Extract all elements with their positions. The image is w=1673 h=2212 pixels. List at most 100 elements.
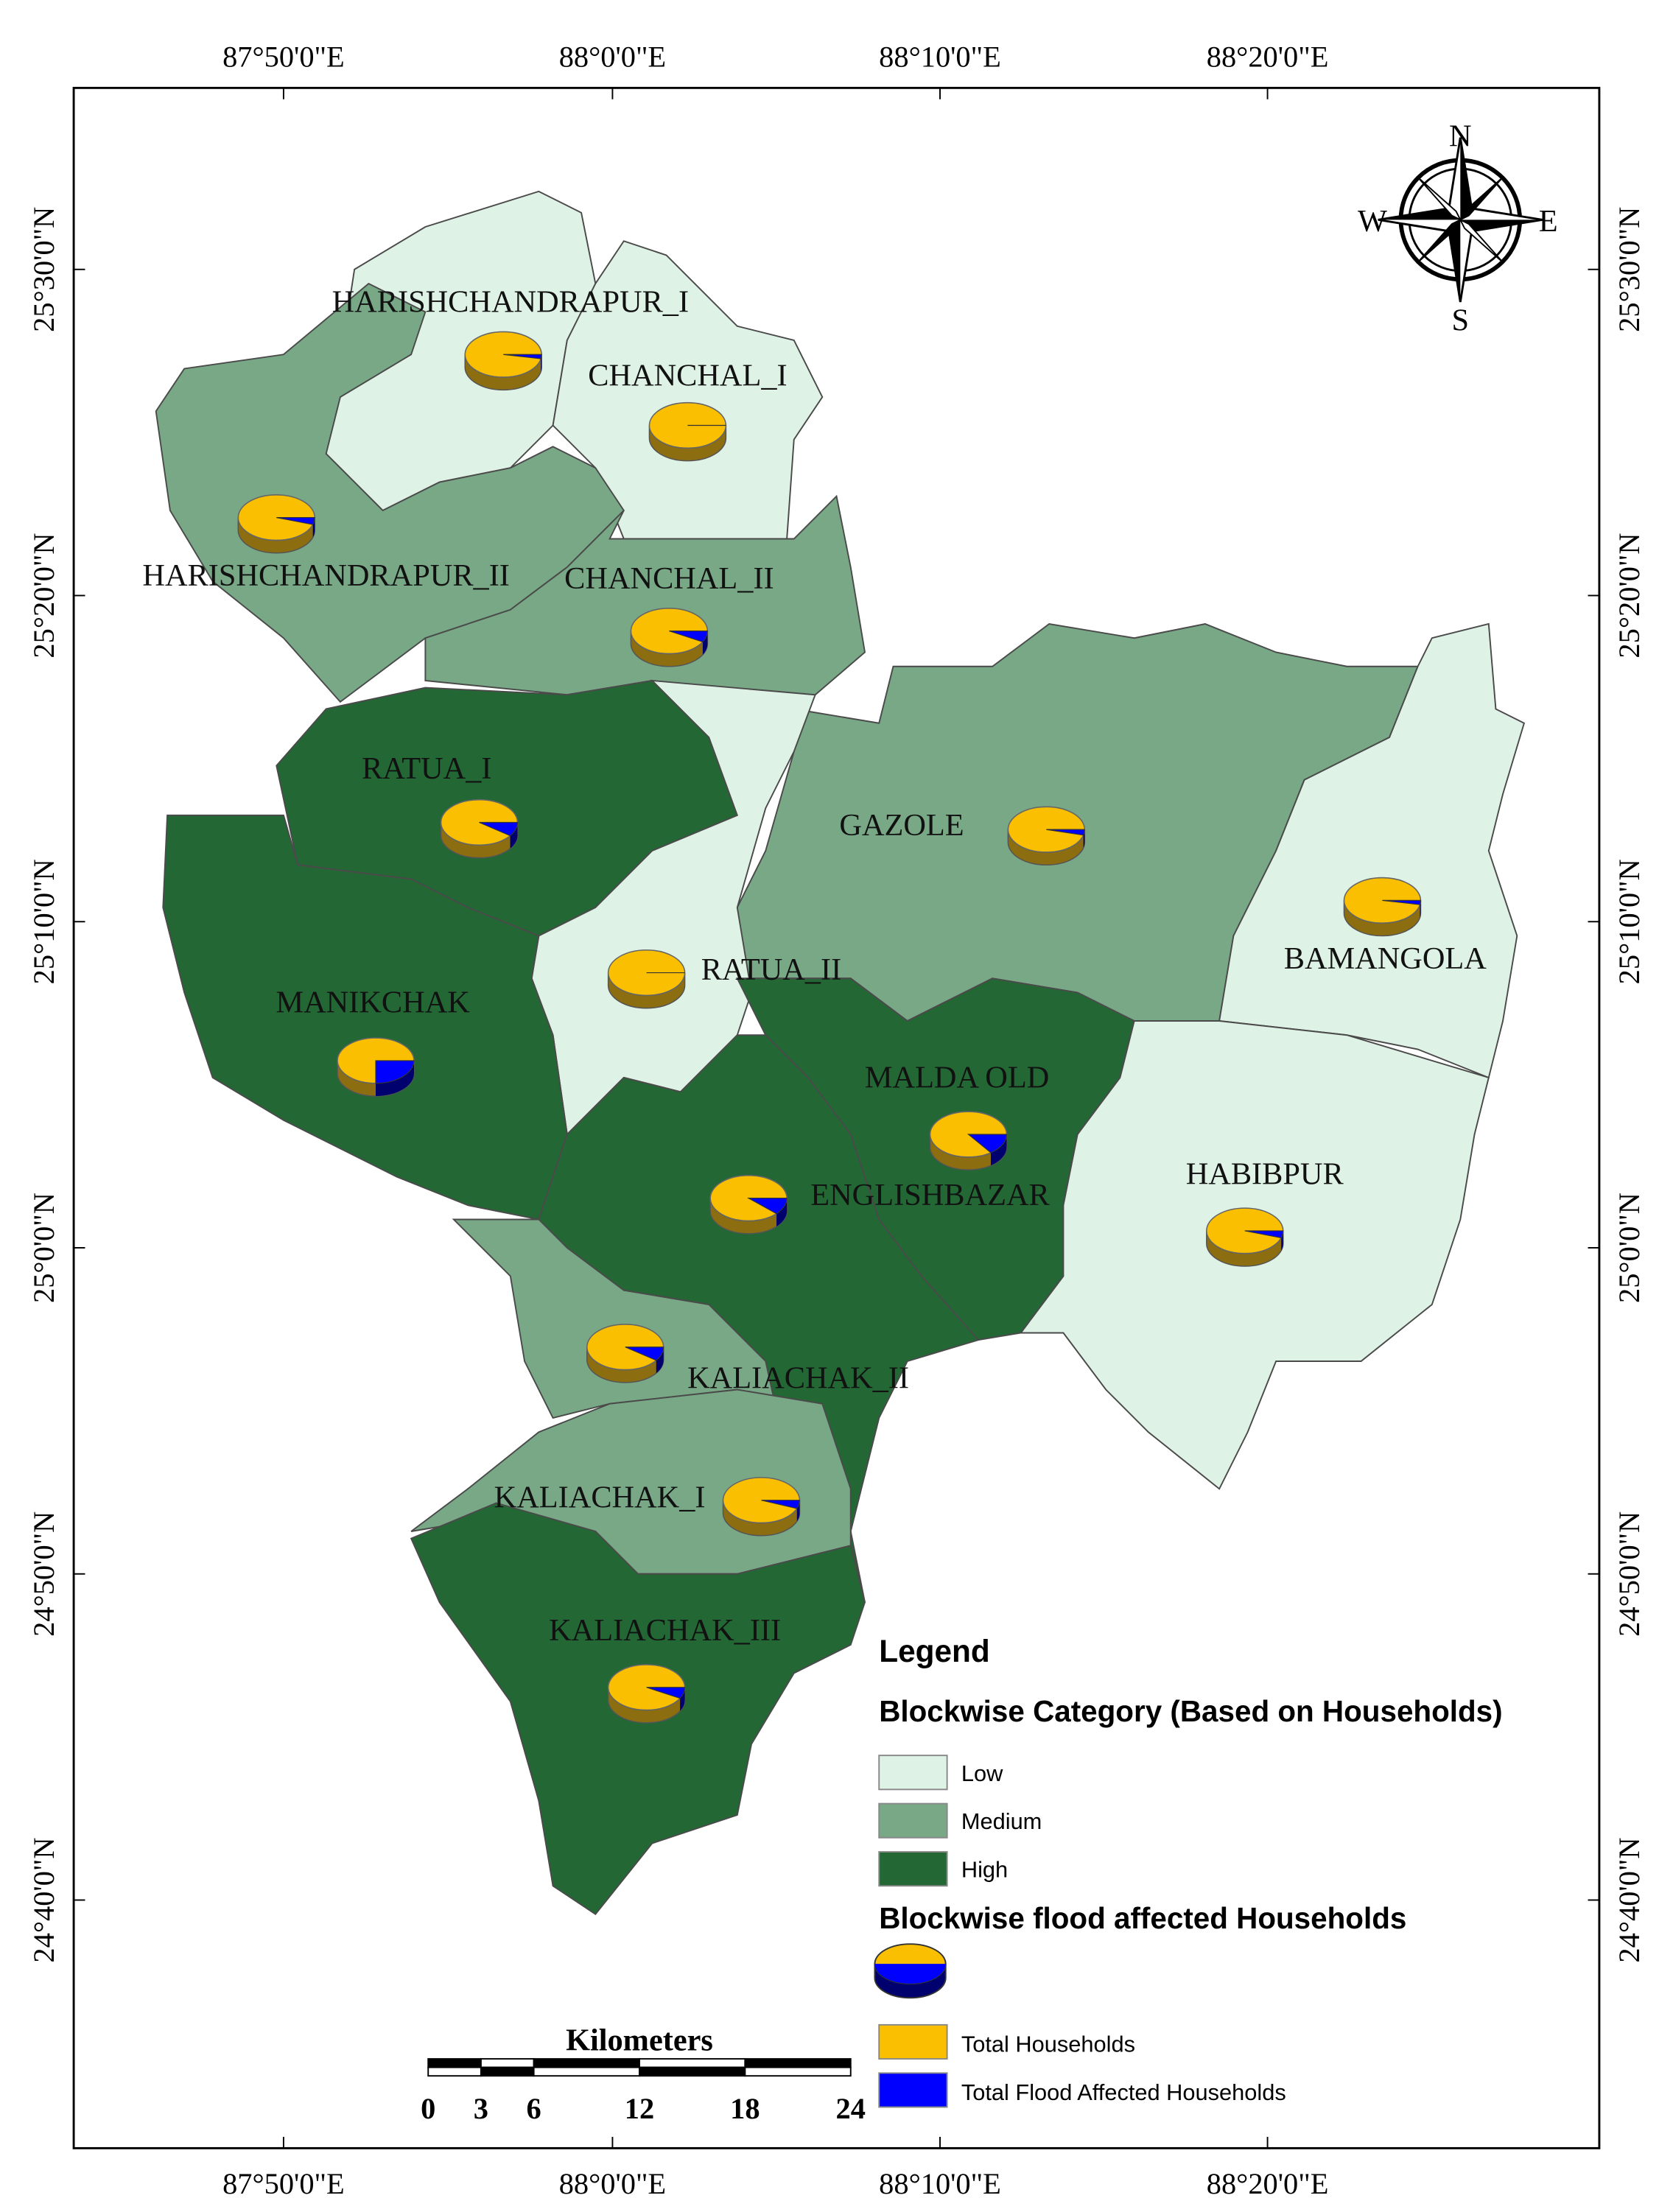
latitude-label: 25°30'0"N [1613,207,1646,332]
block-area [424,494,866,703]
scale-segment [480,2066,535,2077]
legend-title: Legend [879,1634,989,1668]
scale-segment [427,2066,482,2077]
pies-layer: HARISHCHANDRAPUR_I CHANCHAL_I HARISHCHANDR… [142,284,1487,1724]
block-label: HARISHCHANDRAPUR_I [332,284,689,319]
scale-segment [480,2058,535,2068]
block-label: BAMANGOLA [1284,941,1487,976]
longitude-label: 88°0'0"E [559,40,666,73]
scale-label: 24 [836,2092,866,2125]
pie-affected [503,354,542,359]
legend-label: High [961,1857,1008,1883]
pie-affected [625,1346,664,1361]
legend-swatch [878,1755,948,1791]
compass-e: E [1539,204,1558,239]
scale-segment [639,2066,746,2077]
scale-segment [533,2058,640,2068]
pie-affected [375,1060,415,1084]
block-label: KALIACHAK_I [494,1480,706,1514]
compass-star [1460,220,1543,231]
pie-affected-side [1083,829,1085,849]
scale-label: 0 [421,2092,435,2125]
longitude-label: 87°50'0"E [222,40,345,73]
compass-star [1460,137,1472,220]
legend-pie-title: Blockwise flood affected Households [879,1901,1406,1935]
block-label: HABIBPUR [1186,1156,1344,1191]
block-label: CHANCHAL_II [564,561,774,596]
pie-affected-side [776,1198,788,1227]
scale-segment [427,2058,482,2068]
pie-affected-side [656,1346,664,1374]
block-label: HARISHCHANDRAPUR_II [142,558,510,593]
pie-affected [761,1500,801,1509]
block-area [155,282,625,703]
pie-affected [967,1134,1008,1154]
latitude-label: 25°10'0"N [27,859,60,984]
block-label: CHANCHAL_I [588,359,787,393]
block-label: MANIKCHAK [276,985,470,1019]
scale-segment [533,2066,640,2077]
longitude-label: 88°10'0"E [879,40,1001,73]
latitude-label: 25°20'0"N [27,533,60,658]
compass-star [1417,176,1462,222]
compass-n: N [1449,119,1472,153]
legend-category-title: Blockwise Category (Based on Households) [879,1694,1502,1728]
legend-label: Medium [961,1808,1042,1834]
scale-label: 3 [474,2092,488,2125]
latitude-label: 25°0'0"N [27,1193,60,1303]
latitude-label: 25°10'0"N [1613,859,1646,984]
legend-swatch [878,1851,948,1887]
compass-star [1378,208,1461,220]
longitude-label: 88°20'0"E [1207,2167,1329,2200]
annotations: 87°50'0"E 87°50'0"E 88°0'0"E 88°0'0"E 88°10'… [27,40,1646,2200]
legend-label: Total Households [961,2031,1135,2057]
pie-affected [746,1198,788,1215]
pie-affected [1046,829,1085,836]
scale-label: 6 [527,2092,541,2125]
scale-segment [744,2058,852,2068]
block-label: KALIACHAK_III [549,1613,781,1648]
latitude-label: 24°40'0"N [27,1837,60,1962]
legend-swatch [878,1802,948,1839]
compass-star [1448,220,1461,303]
longitude-label: 88°20'0"E [1207,40,1329,73]
north-arrow: N S E W [1358,119,1558,337]
latitude-label: 24°50'0"N [27,1511,60,1637]
longitude-label: 87°50'0"E [222,2167,345,2200]
block-label: ENGLISHBAZAR [810,1178,1050,1212]
block-label: KALIACHAK_II [687,1361,909,1396]
latitude-label: 25°30'0"N [27,207,60,332]
latitude-label: 25°0'0"N [1613,1193,1646,1303]
pie-affected-side [510,822,518,849]
longitude-label: 88°10'0"E [879,2167,1001,2200]
latitude-label: 24°50'0"N [1613,1511,1646,1637]
block-label: MALDA OLD [865,1060,1049,1095]
pie-affected [1244,1230,1284,1239]
legend-label: Total Flood Affected Households [961,2079,1286,2105]
compass-w: W [1358,204,1387,239]
legend-label: Low [961,1760,1003,1786]
scale-title: Kilometers [566,2023,713,2058]
block-label: RATUA_II [701,952,841,987]
block-label: RATUA_I [362,751,491,786]
block-area [1218,622,1526,1079]
legend-swatch [878,2023,948,2060]
scale-segment [639,2058,746,2068]
block-label: GAZOLE [839,808,964,843]
pie-affected-side [376,1060,414,1097]
longitude-label: 88°0'0"E [559,2167,666,2200]
legend-pie-icon [874,1964,946,1984]
scale-segment [744,2066,852,2077]
latitude-label: 24°40'0"N [1613,1837,1646,1962]
scale-label: 18 [730,2092,760,2125]
pie-affected [1382,899,1422,905]
pie-affected-side [991,1134,1007,1166]
pie-affected [646,1687,686,1699]
pie-affected [479,821,519,837]
latitude-label: 25°20'0"N [1613,533,1646,658]
pie-affected [276,517,315,525]
pie-affected [669,631,708,643]
scale-label: 12 [625,2092,654,2125]
